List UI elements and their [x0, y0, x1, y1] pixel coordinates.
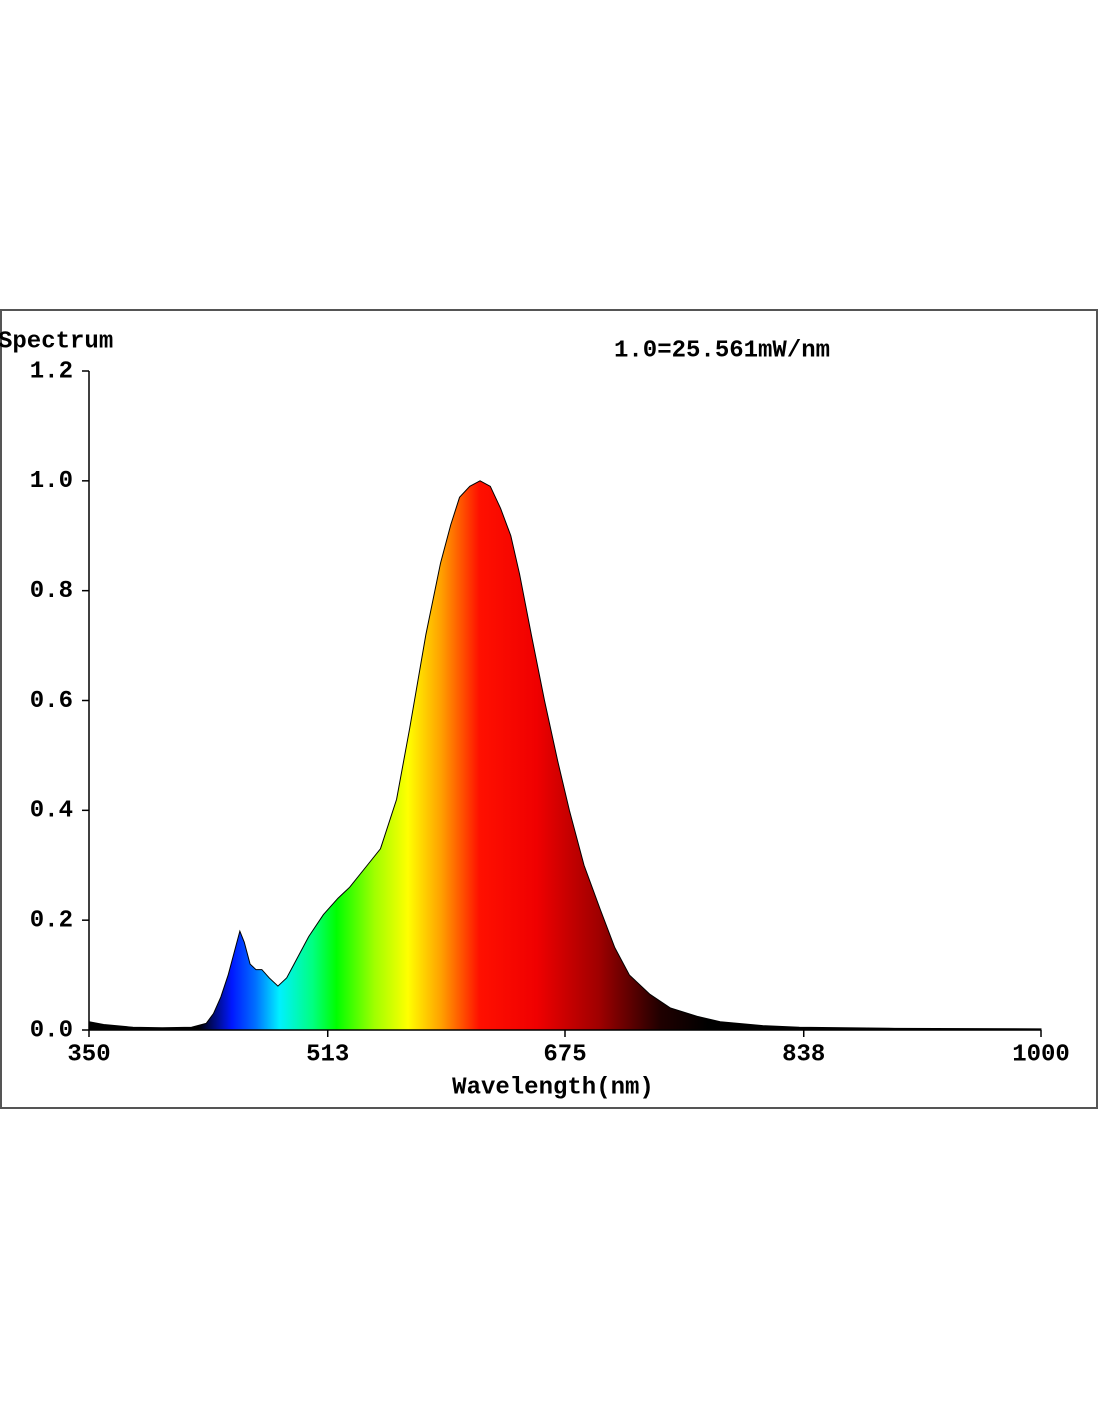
plot [88, 480, 1042, 1031]
x-axis-title: Wavelength(nm) [452, 1074, 654, 1101]
frame [0, 309, 1098, 1109]
x-tick-label: 838 [782, 1041, 825, 1068]
y-tick-label: 0.6 [30, 688, 73, 715]
spectrum-area [88, 480, 1042, 1031]
x-tick-label: 675 [543, 1041, 586, 1068]
y-tick-label: 0.0 [30, 1017, 73, 1044]
x-tick-label: 350 [67, 1041, 110, 1068]
y-tick-label: 0.4 [30, 798, 73, 825]
x-tick-label: 513 [306, 1041, 349, 1068]
y-axis-title: Spectrum [0, 328, 113, 355]
y-tick-label: 1.2 [30, 358, 73, 385]
y-tick-label: 0.8 [30, 578, 73, 605]
y-tick-label: 1.0 [30, 468, 73, 495]
y-tick-label: 0.2 [30, 908, 73, 935]
annotation: 1.0=25.561mW/nm [614, 337, 830, 364]
x-tick-label: 1000 [1012, 1041, 1070, 1068]
